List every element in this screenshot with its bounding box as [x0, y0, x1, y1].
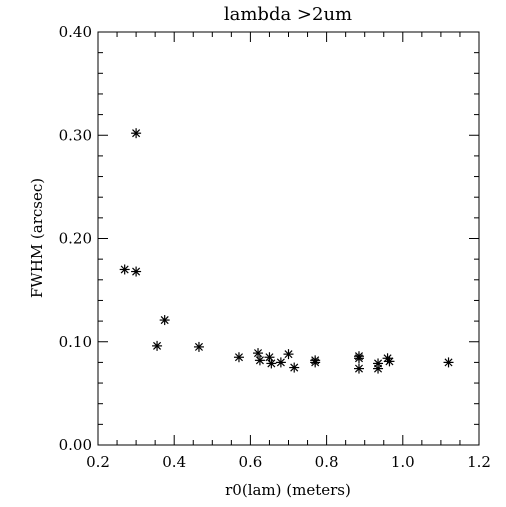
x-axis-title: r0(lam) (meters) — [225, 481, 351, 499]
data-point — [443, 357, 454, 368]
data-point — [152, 340, 163, 351]
x-tick-label: 1.2 — [467, 453, 491, 471]
x-tick-labels: 0.2 0.4 0.6 0.8 1.0 1.2 — [86, 453, 491, 471]
x-tick-label: 1.0 — [391, 453, 415, 471]
data-point — [266, 358, 277, 369]
y-tick-labels: 0.00 0.10 0.20 0.30 0.40 — [59, 23, 92, 454]
data-point — [254, 355, 265, 366]
y-tick-label: 0.00 — [59, 436, 92, 454]
data-point — [253, 348, 264, 359]
chart-title: lambda >2um — [224, 4, 352, 25]
x-tick-label: 0.2 — [86, 453, 110, 471]
data-point — [131, 128, 142, 139]
y-axis-title: FWHM (arcsec) — [28, 178, 46, 298]
x-tick-label: 0.8 — [315, 453, 339, 471]
major-ticks — [97, 31, 480, 446]
data-point — [373, 363, 384, 374]
y-tick-label: 0.10 — [59, 333, 92, 351]
minor-ticks — [98, 32, 479, 445]
y-tick-label: 0.20 — [59, 230, 92, 248]
data-point — [119, 264, 130, 275]
data-point — [353, 353, 364, 364]
data-point — [233, 352, 244, 363]
x-tick-label: 0.6 — [238, 453, 262, 471]
data-point — [310, 357, 321, 368]
data-points — [119, 128, 454, 374]
data-point — [283, 349, 294, 360]
y-tick-label: 0.40 — [59, 23, 92, 41]
data-point — [353, 363, 364, 374]
data-point — [159, 315, 170, 326]
data-point — [384, 356, 395, 367]
data-point — [275, 357, 286, 368]
x-tick-label: 0.4 — [162, 453, 186, 471]
data-point — [131, 266, 142, 277]
data-point — [289, 362, 300, 373]
y-tick-label: 0.30 — [59, 126, 92, 144]
data-point — [193, 341, 204, 352]
